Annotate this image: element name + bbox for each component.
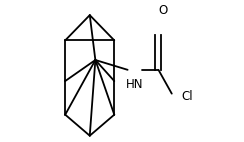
Text: HN: HN	[126, 78, 143, 91]
Text: Cl: Cl	[181, 90, 193, 103]
Text: O: O	[159, 4, 168, 17]
